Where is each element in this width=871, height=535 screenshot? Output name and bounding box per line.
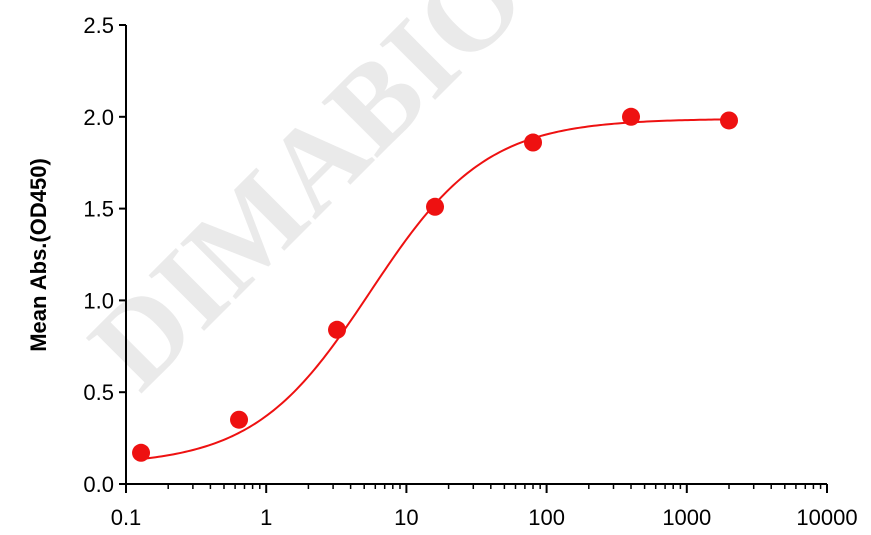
data-point bbox=[230, 410, 249, 429]
y-axis-title: Mean Abs.(OD450) bbox=[26, 158, 51, 352]
y-tick-label: 2.0 bbox=[83, 105, 114, 130]
data-point bbox=[132, 443, 151, 462]
x-tick-label: 0.1 bbox=[111, 505, 142, 530]
y-tick-label: 2.5 bbox=[83, 13, 114, 38]
y-tick-label: 0.0 bbox=[83, 472, 114, 497]
x-tick-label: 1000 bbox=[662, 505, 711, 530]
data-point bbox=[622, 107, 641, 126]
data-point bbox=[524, 133, 543, 152]
data-point bbox=[328, 320, 347, 339]
y-tick-label: 1.5 bbox=[83, 197, 114, 222]
x-tick-label: 1 bbox=[260, 505, 272, 530]
y-tick-label: 1.0 bbox=[83, 288, 114, 313]
data-point bbox=[720, 111, 739, 130]
y-tick-label: 0.5 bbox=[83, 380, 114, 405]
data-point bbox=[426, 197, 445, 216]
x-tick-label: 10000 bbox=[796, 505, 857, 530]
x-tick-label: 10 bbox=[394, 505, 418, 530]
x-tick-label: 100 bbox=[528, 505, 565, 530]
watermark: DIMABIO bbox=[64, 0, 549, 413]
plot-area: 0.0 0.5 1.0 1.5 2.0 2.5 0.1 1 10 100 1000 10000 bbox=[83, 13, 857, 530]
